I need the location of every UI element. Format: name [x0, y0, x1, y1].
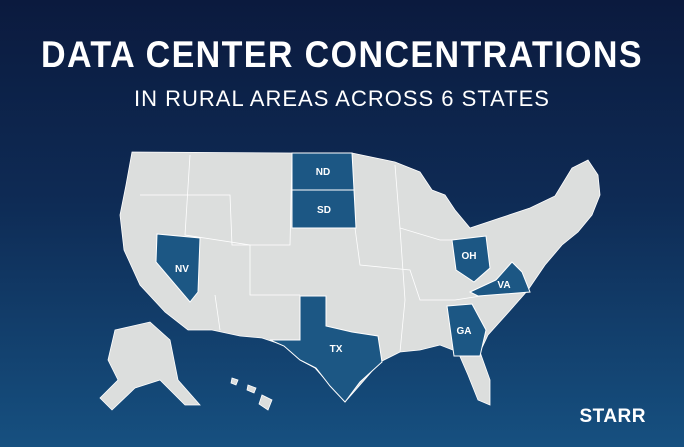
state-border — [399, 227, 406, 353]
label-tx: TX — [330, 344, 343, 355]
label-oh: OH — [462, 251, 477, 262]
title: DATA CENTER CONCENTRATIONS — [41, 34, 643, 75]
label-va: VA — [497, 280, 510, 291]
state-sd — [291, 189, 357, 229]
hawaii — [246, 384, 257, 394]
state-border — [394, 164, 452, 241]
state-border — [184, 154, 300, 296]
alaska — [99, 321, 201, 411]
label-nd: ND — [316, 167, 330, 178]
label-sd: SD — [317, 205, 331, 216]
state-border — [354, 227, 521, 301]
starr-logo: STARR — [579, 406, 646, 427]
hawaii — [230, 377, 239, 386]
label-nv: NV — [175, 264, 189, 275]
subtitle: IN RURAL AREAS ACROSS 6 STATES — [134, 86, 550, 111]
state-ga — [446, 303, 487, 357]
hawaii — [258, 394, 273, 411]
state-nv — [155, 233, 201, 303]
state-va — [468, 261, 531, 297]
label-ga: GA — [457, 326, 472, 337]
state-border — [140, 152, 293, 246]
state-border — [214, 294, 221, 331]
state-tx — [269, 295, 383, 403]
state-oh — [451, 235, 491, 283]
